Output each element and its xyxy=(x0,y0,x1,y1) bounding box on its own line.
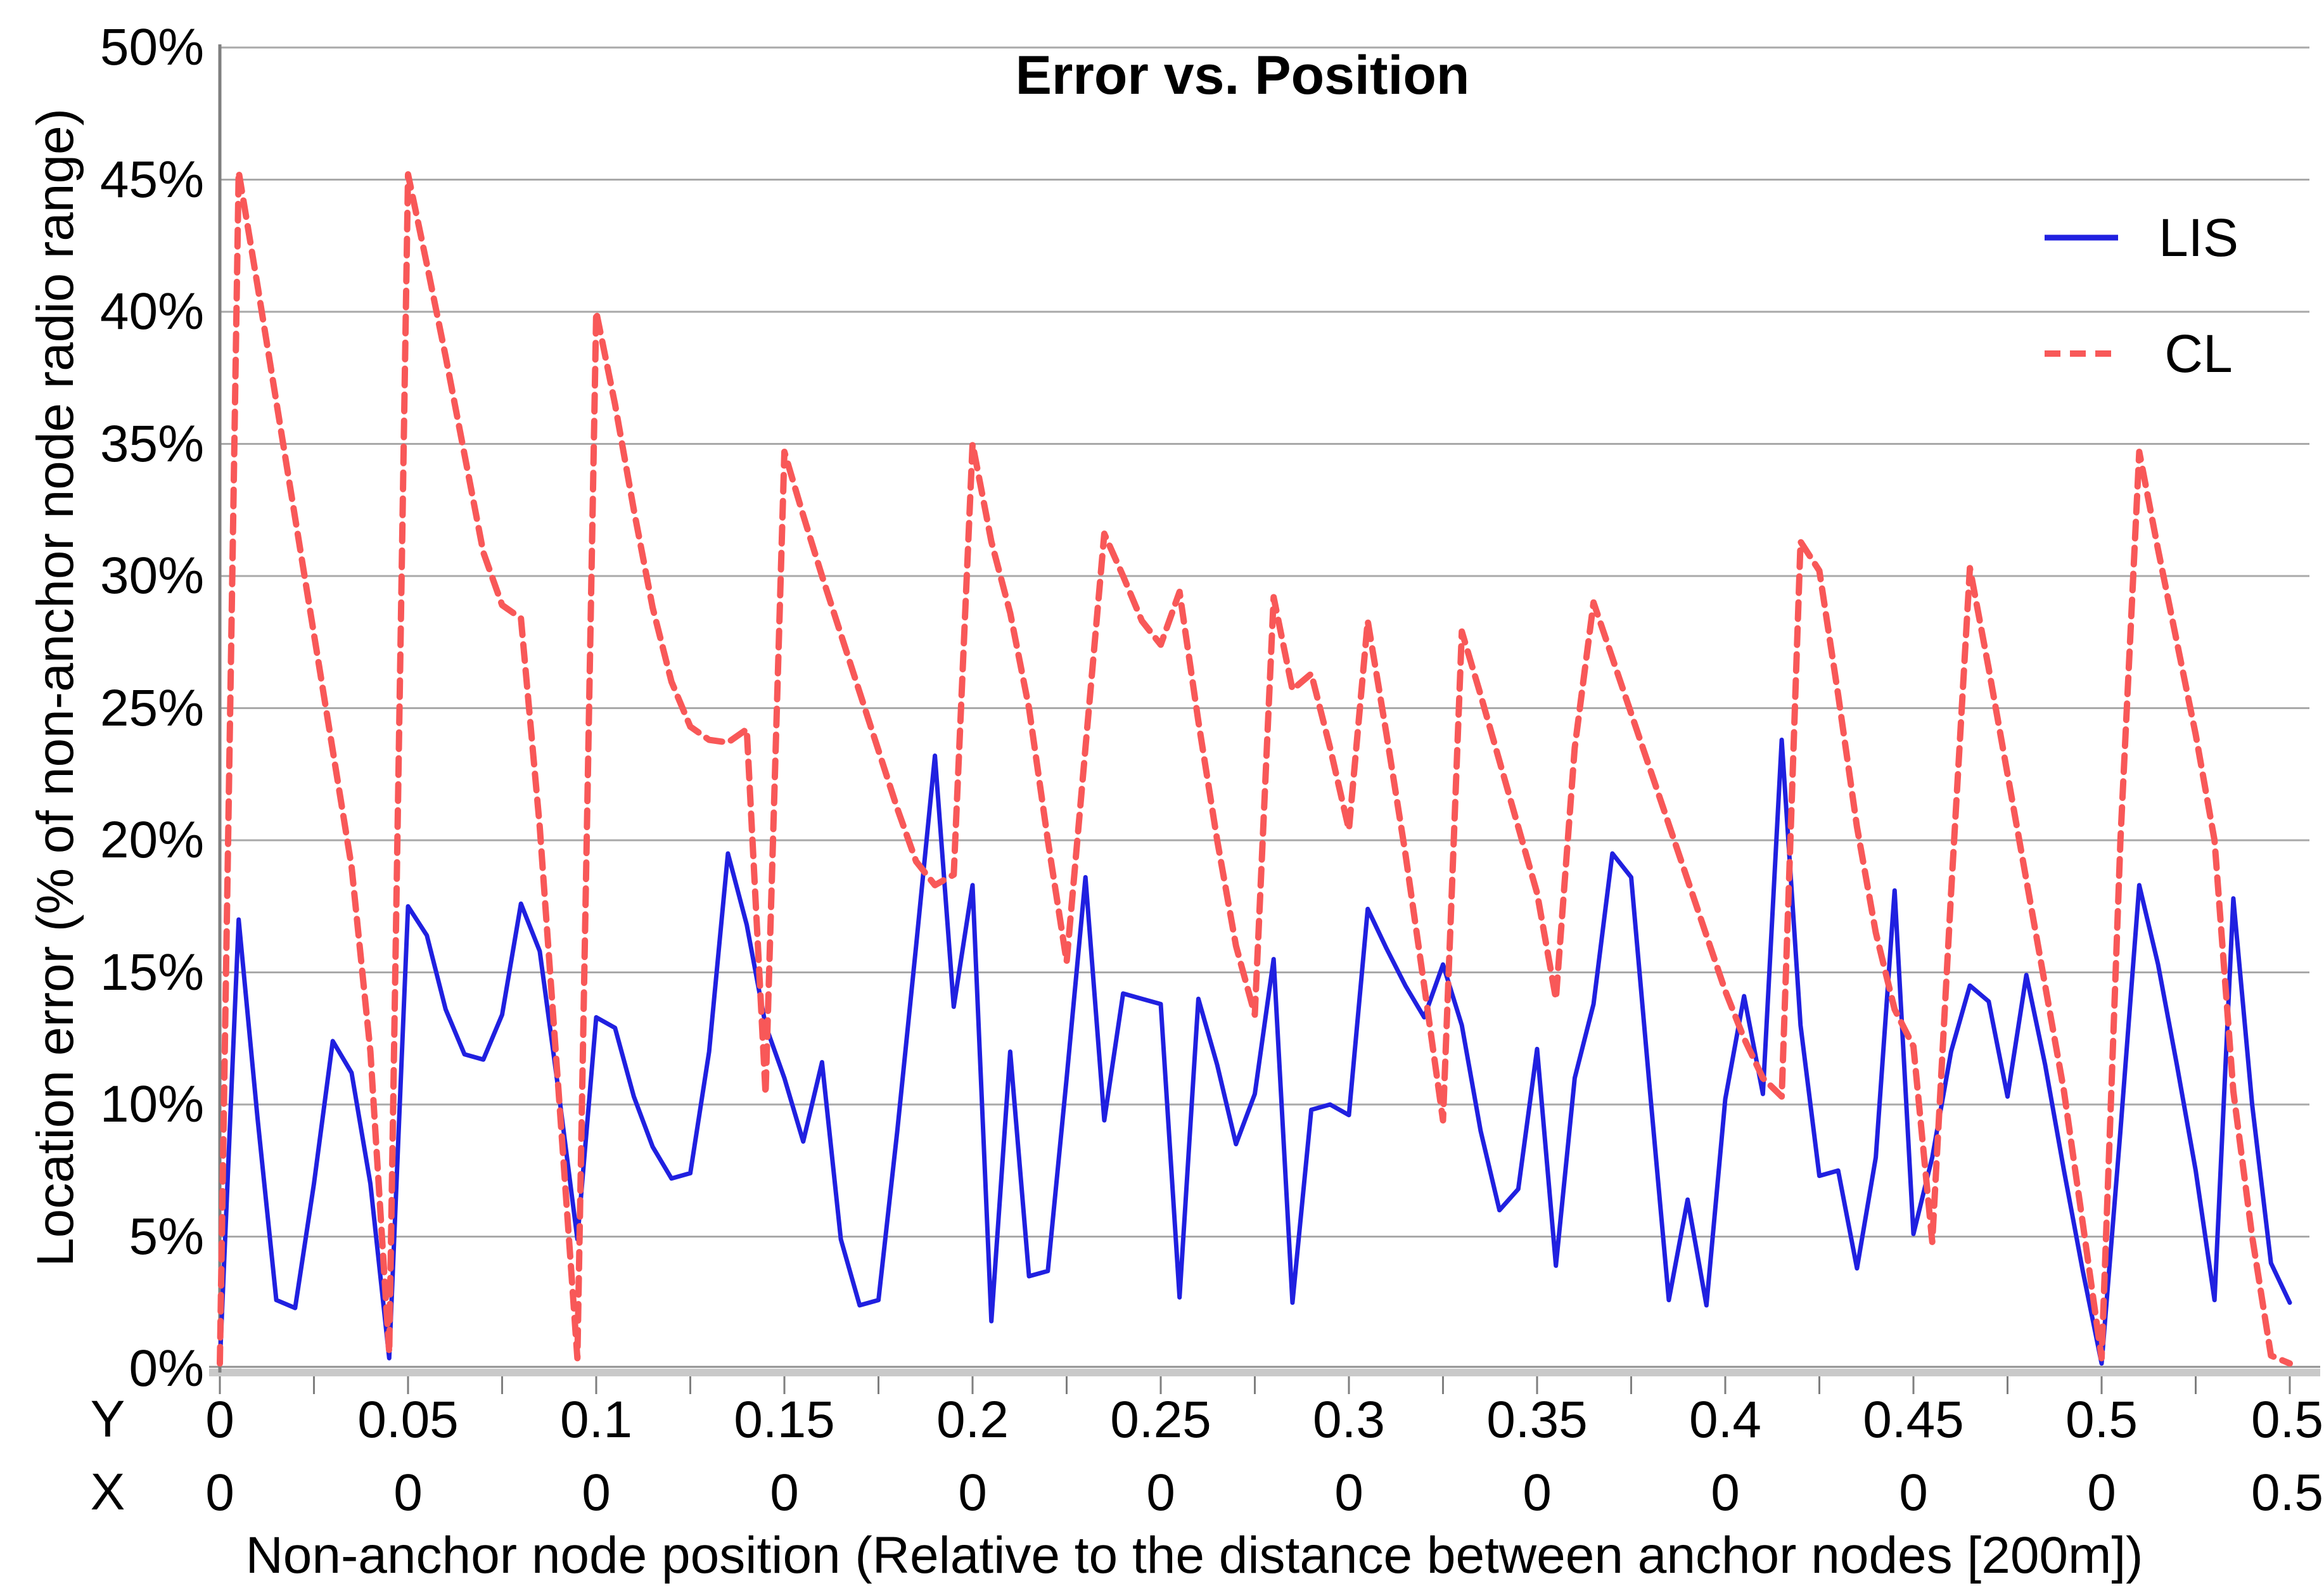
y-tick-label: 5% xyxy=(129,1207,204,1265)
y-tick-label: 20% xyxy=(99,811,204,869)
x-axis-title: Non-anchor node position (Relative to th… xyxy=(245,1527,2143,1584)
x-col-label-y: 0.45 xyxy=(1863,1391,1964,1449)
series-line-cl xyxy=(217,168,2293,1367)
x-col-label-y: 0.35 xyxy=(1486,1391,1588,1449)
x-col-label-x: 0 xyxy=(205,1464,234,1521)
legend-item-lis: LIS xyxy=(2043,209,2309,266)
x-col-label-y: 0.15 xyxy=(734,1391,835,1449)
x-col-label-x: 0 xyxy=(1711,1464,1740,1521)
legend-label-cl: CL xyxy=(2164,324,2233,383)
legend-swatch-cl-line xyxy=(2045,350,2118,357)
x-col-label-y: 0.5 xyxy=(2251,1391,2323,1449)
x-col-label-y: 0.4 xyxy=(1689,1391,1761,1449)
y-tick-label: 10% xyxy=(99,1075,204,1133)
x-col-label-x: 0 xyxy=(958,1464,987,1521)
x-col-label-x: 0 xyxy=(1523,1464,1552,1521)
x-col-label-x: 0 xyxy=(2087,1464,2116,1521)
y-tick-label: 15% xyxy=(99,943,204,1001)
x-col-label-y: 0.05 xyxy=(357,1391,459,1449)
x-col-label-y: 0 xyxy=(205,1391,234,1449)
x-axis-row-header-x: X xyxy=(90,1463,125,1521)
x-col-label-y: 0.1 xyxy=(560,1391,632,1449)
y-tick-label: 30% xyxy=(99,547,204,605)
x-axis-row-header-y: Y xyxy=(90,1390,125,1448)
x-col-label-x: 0 xyxy=(1146,1464,1175,1521)
x-col-label-y: 0.2 xyxy=(936,1391,1009,1449)
y-tick-label: 40% xyxy=(99,283,204,340)
x-col-label-x: 0 xyxy=(770,1464,799,1521)
x-col-label-x: 0 xyxy=(582,1464,611,1521)
y-tick-label: 25% xyxy=(99,679,204,737)
series-line-lis xyxy=(217,738,2292,1366)
legend-swatch-lis-line xyxy=(2045,234,2118,241)
x-col-label-x: 0 xyxy=(1899,1464,1928,1521)
x-col-label-y: 0.5 xyxy=(2065,1391,2138,1449)
x-col-label-x: 0.5 xyxy=(2251,1464,2323,1521)
chart-title: Error vs. Position xyxy=(1015,45,1470,106)
x-col-label-y: 0.25 xyxy=(1110,1391,1211,1449)
legend-label-lis: LIS xyxy=(2158,208,2239,267)
y-tick-label: 45% xyxy=(99,150,204,208)
y-tick-label: 35% xyxy=(99,414,204,473)
x-col-label-x: 0 xyxy=(1334,1464,1363,1521)
legend-item-cl: CL xyxy=(2043,325,2309,382)
x-col-label-y: 0.3 xyxy=(1313,1391,1385,1449)
x-col-label-x: 0 xyxy=(393,1464,423,1521)
y-tick-label: 50% xyxy=(99,18,204,76)
y-tick-label: 0% xyxy=(129,1340,204,1397)
